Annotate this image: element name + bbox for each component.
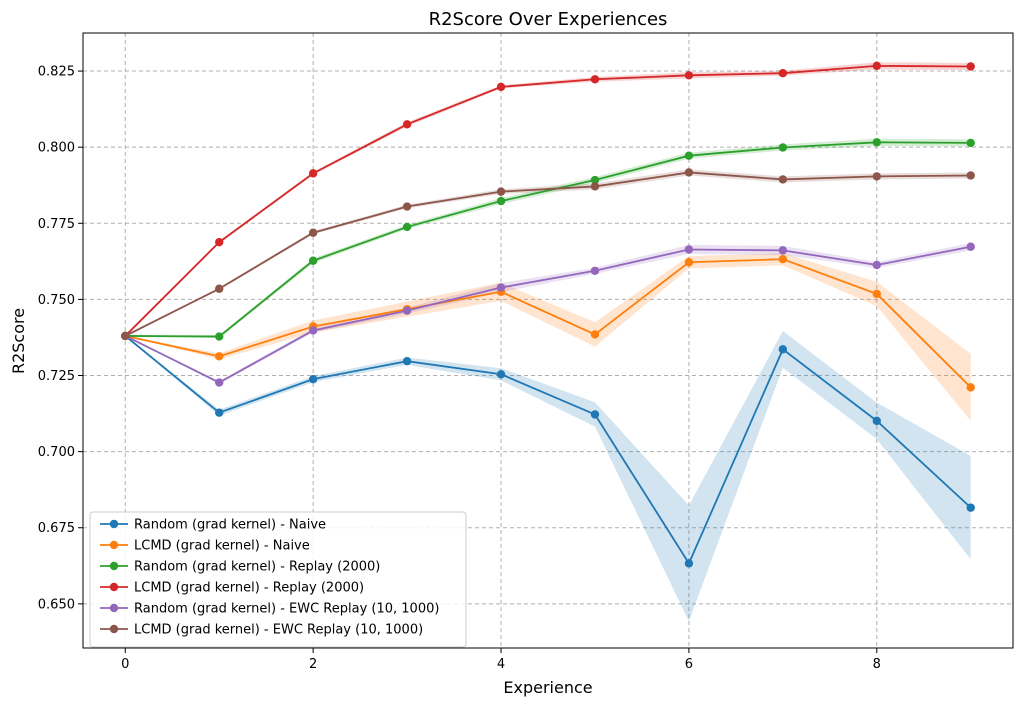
point-series-5 (308, 228, 318, 237)
point-series-3 (872, 61, 881, 71)
point-series-5 (121, 331, 130, 341)
point-series-1 (215, 352, 224, 361)
x-axis-ticks: 0 2 4 6 8 (121, 648, 881, 672)
point-series-1 (778, 255, 788, 264)
y-tick-label: 0.825 (38, 65, 75, 80)
point-series-5 (590, 182, 600, 191)
line-series-1 (125, 258, 972, 389)
legend-label: LCMD (grad kernel) - Replay (2000) (134, 581, 364, 596)
legend-label: LCMD (grad kernel) - Naive (134, 539, 310, 554)
point-series-0 (308, 374, 318, 384)
y-tick-label: 0.650 (38, 597, 75, 612)
point-series-4 (402, 306, 412, 315)
point-series-0 (402, 357, 412, 366)
y-tick-label: 0.725 (38, 369, 75, 384)
series-lines (124, 64, 972, 566)
x-tick-label: 2 (309, 657, 317, 672)
point-series-3 (684, 71, 694, 80)
point-series-4 (872, 260, 881, 270)
point-series-2 (778, 143, 788, 152)
legend-marker (109, 561, 119, 571)
point-series-0 (778, 345, 788, 354)
point-series-2 (590, 175, 600, 185)
point-series-5 (402, 202, 412, 211)
point-series-1 (684, 258, 694, 267)
point-series-2 (308, 256, 318, 265)
point-series-4 (496, 283, 506, 292)
line-series-4 (124, 245, 971, 384)
point-series-4 (966, 242, 975, 251)
line-series-0 (124, 335, 972, 566)
x-tick-label: 4 (497, 657, 505, 672)
grid-lines (83, 33, 1013, 648)
point-series-1 (590, 330, 600, 339)
point-series-5 (496, 187, 506, 196)
x-tick-label: 0 (121, 657, 129, 672)
legend-marker (109, 603, 119, 613)
x-tick-label: 6 (685, 657, 693, 672)
point-series-2 (402, 222, 412, 232)
chart-title: R2Score Over Experiences (429, 9, 668, 30)
legend-label: LCMD (grad kernel) - EWC Replay (10, 100… (134, 623, 423, 638)
point-series-2 (215, 332, 224, 341)
point-series-4 (590, 266, 600, 275)
legend-marker (109, 540, 119, 550)
point-series-5 (778, 175, 788, 184)
legend-marker (109, 624, 119, 634)
point-series-0 (872, 416, 881, 426)
point-series-4 (215, 378, 224, 387)
legend-marker (109, 519, 119, 529)
series-markers (121, 61, 975, 568)
point-series-0 (496, 370, 506, 379)
point-series-4 (684, 245, 694, 254)
legend-label: Random (grad kernel) - Replay (2000) (134, 560, 380, 575)
point-series-3 (778, 68, 788, 78)
legend-label: Random (grad kernel) - EWC Replay (10, 1… (134, 602, 439, 617)
point-series-3 (308, 169, 318, 178)
point-series-3 (966, 62, 975, 71)
y-tick-label: 0.750 (38, 293, 75, 308)
legend: Random (grad kernel) - Naive LCMD (grad k… (89, 511, 467, 648)
line-series-5 (124, 171, 971, 337)
point-series-0 (590, 410, 600, 419)
point-series-4 (778, 246, 788, 255)
point-series-2 (496, 196, 506, 206)
point-series-0 (966, 503, 975, 512)
point-series-3 (402, 120, 412, 129)
band-series-3 (125, 62, 971, 336)
y-axis-ticks: 0.650 0.675 0.700 0.725 0.750 0.775 0.800 0.825 (38, 65, 83, 612)
point-series-5 (872, 172, 881, 181)
point-series-2 (684, 151, 694, 160)
line-series-3 (124, 64, 971, 337)
point-series-0 (215, 408, 224, 417)
band-series-1 (125, 253, 971, 421)
legend-box (89, 511, 467, 648)
point-series-0 (684, 559, 694, 568)
point-series-2 (872, 138, 881, 147)
point-series-3 (590, 75, 600, 84)
point-series-3 (496, 82, 506, 92)
y-tick-label: 0.800 (38, 141, 75, 156)
line-series-2 (125, 141, 971, 338)
y-axis-label: R2Score (9, 308, 28, 374)
point-series-5 (966, 171, 975, 180)
legend-marker (109, 582, 119, 592)
point-series-5 (684, 168, 694, 177)
x-axis-label: Experience (503, 678, 592, 697)
plot-frame (82, 32, 1014, 649)
y-tick-label: 0.775 (38, 217, 75, 232)
y-tick-label: 0.700 (38, 445, 75, 460)
point-series-1 (872, 289, 881, 299)
x-tick-label: 8 (873, 657, 881, 672)
y-tick-label: 0.675 (38, 521, 75, 536)
legend-label: Random (grad kernel) - Naive (134, 518, 326, 533)
point-series-1 (966, 383, 975, 392)
point-series-4 (308, 326, 318, 335)
point-series-3 (215, 237, 224, 247)
point-series-2 (966, 138, 975, 148)
point-series-5 (215, 284, 224, 293)
